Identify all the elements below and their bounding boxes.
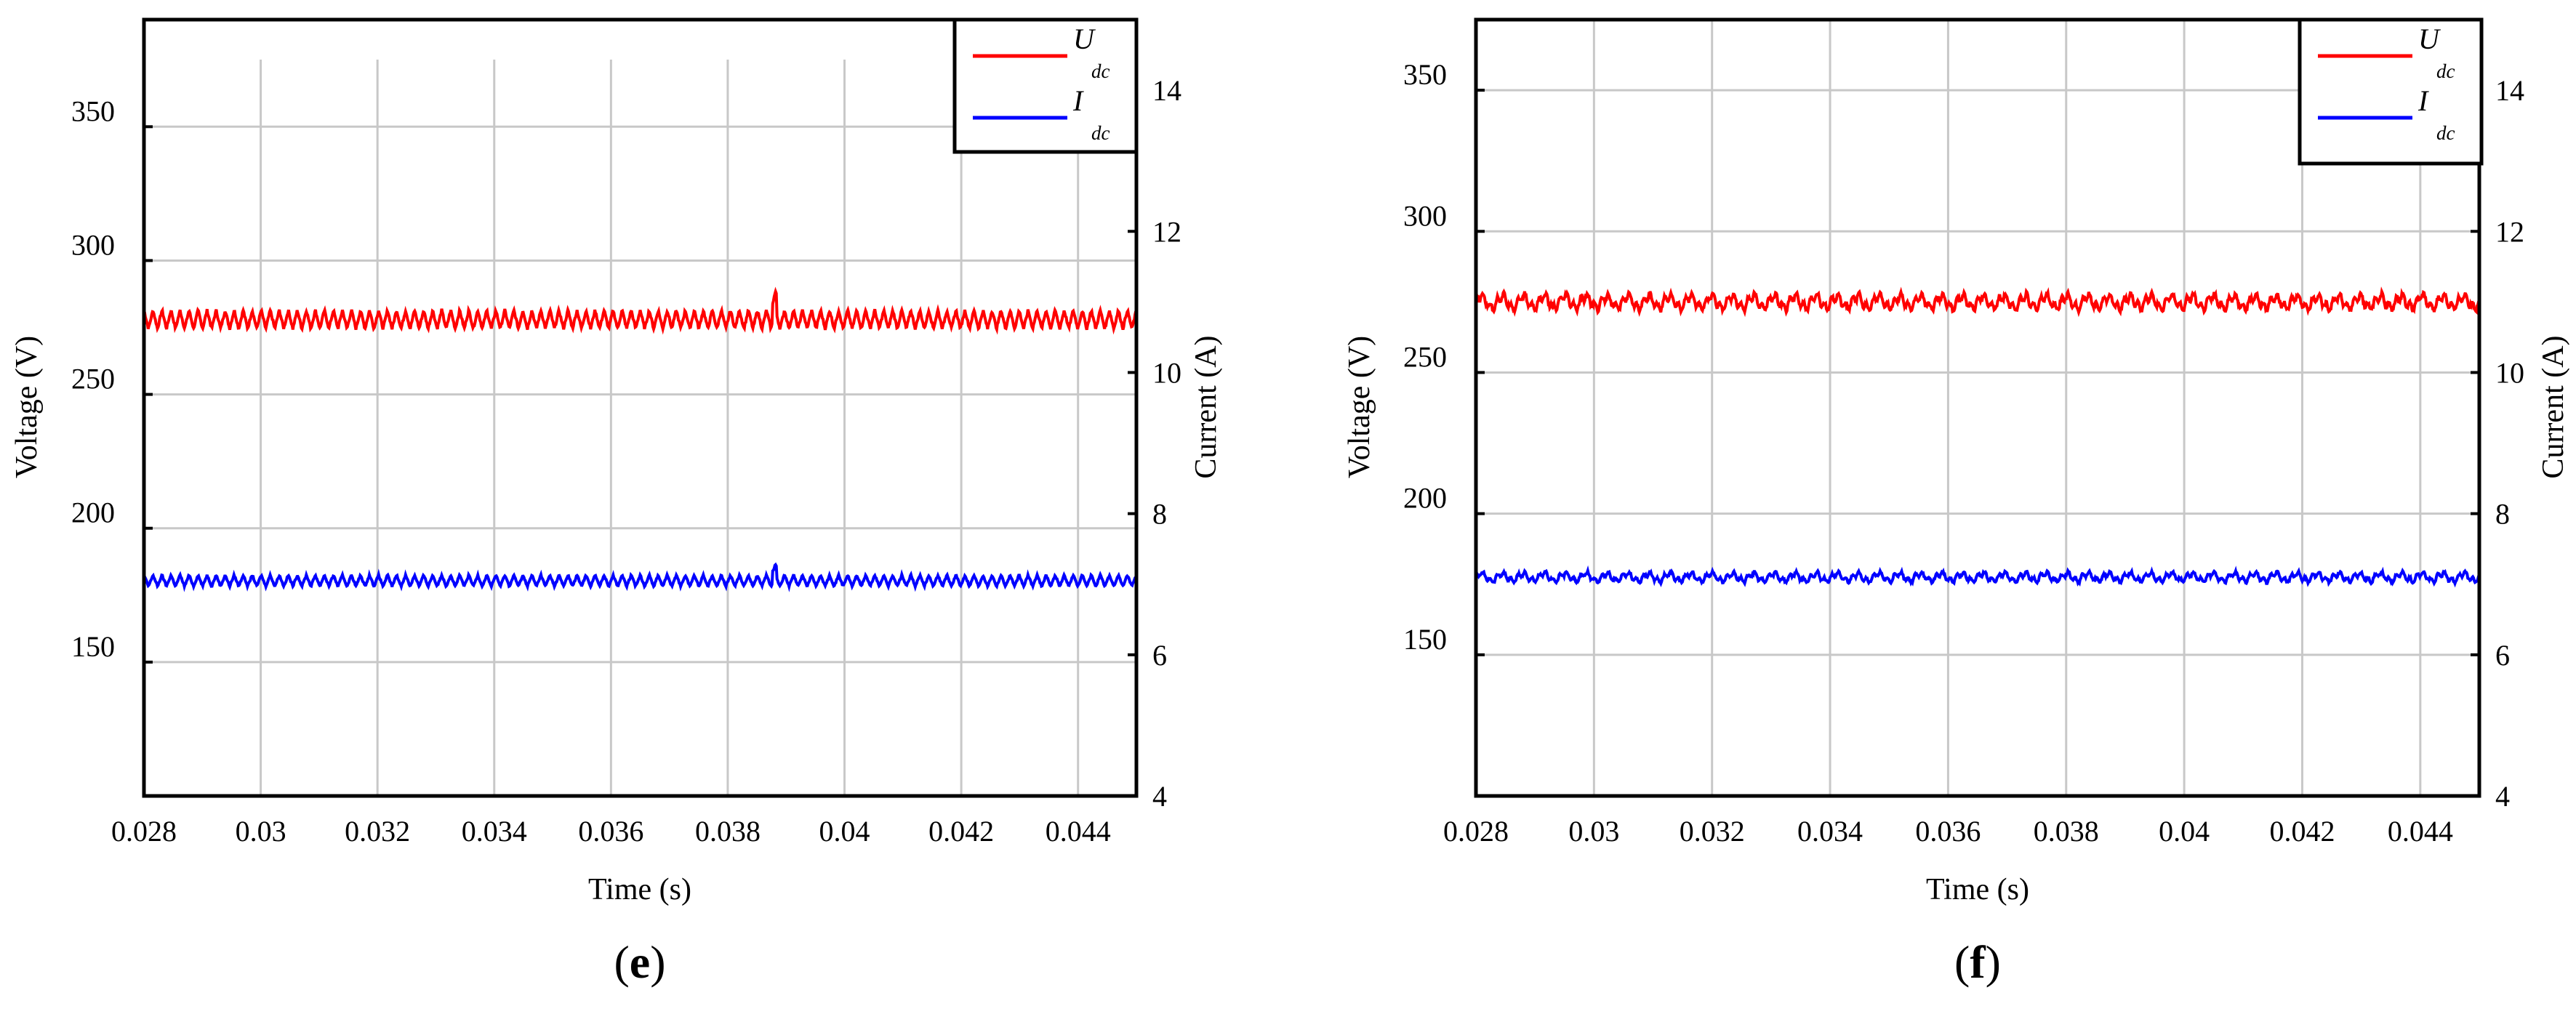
- series-line-u: [1474, 286, 2481, 318]
- y-right-tick-label: 14: [1152, 74, 1181, 107]
- x-tick-label: 0.044: [2388, 815, 2453, 848]
- plot-frame: [142, 17, 1139, 798]
- y-right-tick-label: 6: [1152, 639, 1167, 672]
- legend: Udc Idc: [952, 17, 1139, 154]
- y-tick-label: 250: [71, 363, 115, 395]
- legend-label-subscript: dc: [2436, 60, 2455, 82]
- panel-label: (e): [614, 936, 665, 988]
- y-tick-label: 200: [71, 496, 115, 529]
- x-tick-label: 0.038: [695, 815, 761, 848]
- x-axis-label: Time (s): [1926, 873, 2029, 906]
- legend-label: I: [1072, 84, 1084, 117]
- series-line-i: [1474, 565, 2481, 588]
- y-tick-label: 300: [71, 228, 115, 261]
- y-right-tick-label: 6: [2495, 639, 2510, 672]
- x-tick-label: 0.04: [819, 815, 870, 848]
- legend-label-subscript: dc: [1091, 122, 1110, 144]
- x-tick-label: 0.028: [111, 815, 177, 848]
- x-tick-label: 0.042: [2269, 815, 2335, 848]
- legend-label-subscript: dc: [2436, 122, 2455, 144]
- y-right-tick-label: 4: [1152, 780, 1167, 813]
- y-axis-label: Voltage (V): [1343, 336, 1376, 478]
- x-tick-label: 0.036: [578, 815, 643, 848]
- y-tick-label: 350: [71, 94, 115, 127]
- x-tick-label: 0.032: [1680, 815, 1745, 848]
- y-right-tick-label: 8: [2495, 498, 2510, 531]
- legend-box: [952, 17, 1139, 154]
- x-tick-label: 0.036: [1915, 815, 1981, 848]
- y-tick-label: 200: [1403, 482, 1447, 515]
- chart-panel-1: 0.028 0.03 0.032 0.034 0.036 0.038 0.04 0.042 0.…: [1343, 17, 2570, 988]
- series-line-u: [143, 286, 1138, 335]
- x-tick-label: 0.03: [1568, 815, 1619, 848]
- x-tick-label: 0.042: [928, 815, 994, 848]
- legend-label: I: [2417, 84, 2429, 117]
- x-tick-label: 0.028: [1443, 815, 1509, 848]
- series-line-i: [143, 562, 1138, 592]
- x-tick-label: 0.044: [1046, 815, 1111, 848]
- y-right-tick-label: 10: [2495, 356, 2524, 389]
- legend-box: [2298, 17, 2484, 166]
- y-right-axis-label: Current (A): [2537, 335, 2570, 478]
- y-right-tick-label: 12: [1152, 215, 1181, 248]
- y-right-tick-label: 12: [2495, 215, 2524, 248]
- y-right-tick-label: 10: [1152, 356, 1181, 389]
- x-tick-label: 0.03: [236, 815, 286, 848]
- x-tick-label: 0.038: [2034, 815, 2099, 848]
- x-tick-label: 0.032: [345, 815, 410, 848]
- chart-panel-0: 0.028 0.03 0.032 0.034 0.036 0.038 0.04 0.042 0.…: [10, 17, 1223, 988]
- legend-label: U: [1073, 23, 1096, 55]
- legend-label-subscript: dc: [1091, 60, 1110, 82]
- y-tick-label: 150: [1403, 623, 1447, 656]
- y-right-tick-label: 8: [1152, 498, 1167, 531]
- x-axis-label: Time (s): [588, 873, 691, 906]
- y-right-tick-label: 14: [2495, 74, 2524, 107]
- legend-label: U: [2418, 23, 2441, 55]
- y-tick-label: 300: [1403, 199, 1447, 232]
- y-tick-label: 150: [71, 630, 115, 663]
- y-right-axis-label: Current (A): [1189, 335, 1223, 478]
- y-tick-label: 250: [1403, 340, 1447, 373]
- panel-label: (f): [1954, 936, 2001, 988]
- plot-frame: [1474, 17, 2481, 798]
- y-axis-label: Voltage (V): [10, 336, 44, 478]
- y-tick-label: 350: [1403, 58, 1447, 91]
- y-right-tick-label: 4: [2495, 780, 2510, 813]
- x-tick-label: 0.034: [1797, 815, 1863, 848]
- x-tick-label: 0.04: [2159, 815, 2210, 848]
- x-tick-label: 0.034: [462, 815, 527, 848]
- legend: Udc Idc: [2298, 17, 2484, 166]
